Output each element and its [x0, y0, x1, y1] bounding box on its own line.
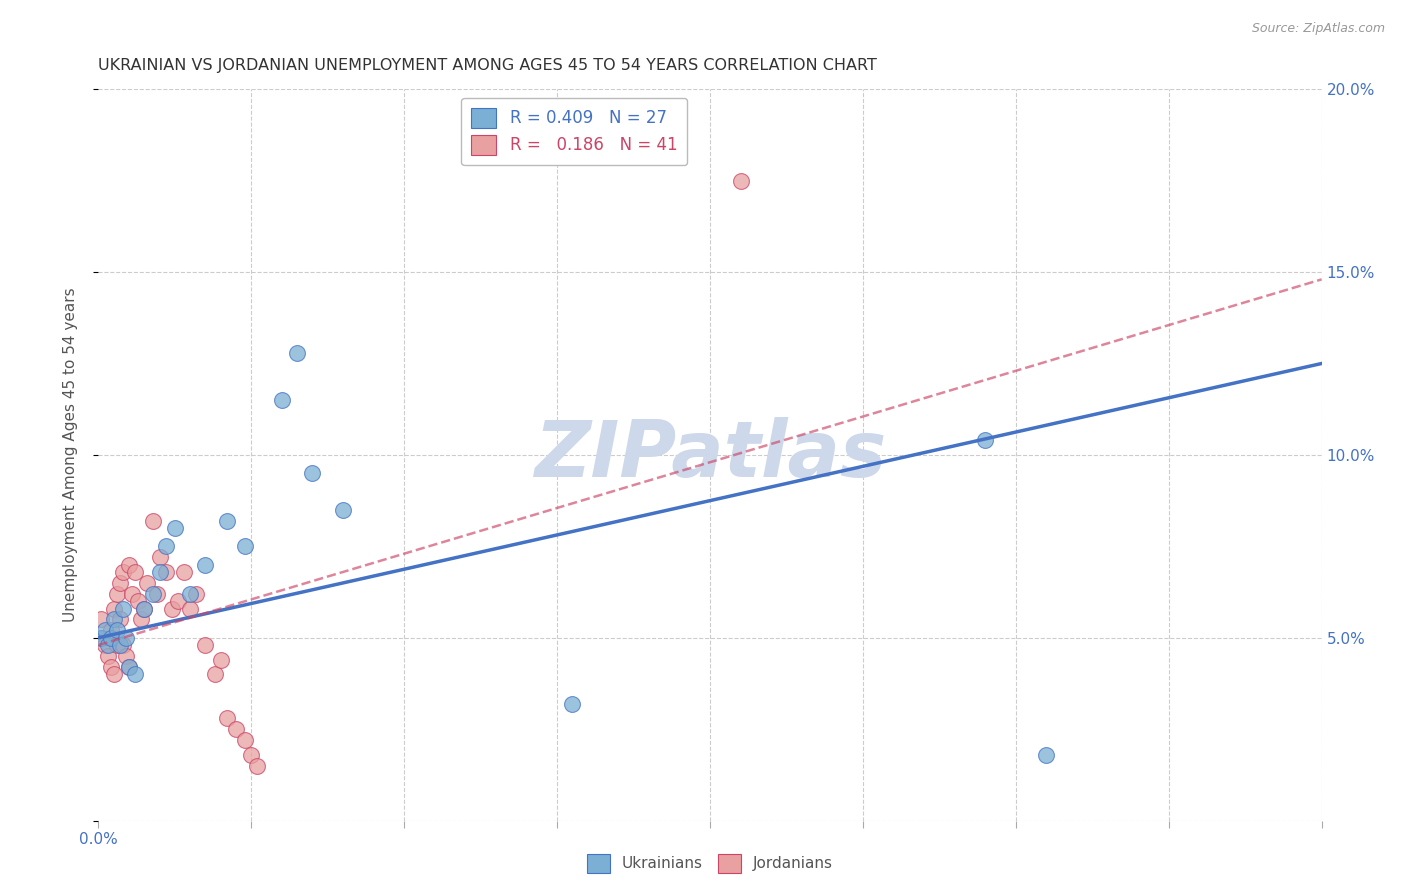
Point — [93, 624, 115, 638]
Point — [100, 631, 122, 645]
Point — [108, 613, 131, 627]
Point — [209, 653, 232, 667]
Point — [332, 502, 354, 516]
Point — [97, 638, 120, 652]
Point — [90, 631, 112, 645]
Point — [270, 392, 292, 407]
Point — [974, 434, 997, 448]
Point — [730, 174, 752, 188]
Point — [100, 624, 122, 638]
Point — [100, 660, 122, 674]
Point — [111, 565, 134, 579]
Y-axis label: Unemployment Among Ages 45 to 54 years: Unemployment Among Ages 45 to 54 years — [63, 287, 77, 623]
Point — [561, 697, 583, 711]
Point — [118, 558, 141, 572]
Point — [115, 649, 138, 664]
Point — [233, 733, 256, 747]
Point — [124, 565, 146, 579]
Point — [93, 638, 115, 652]
Point — [179, 587, 201, 601]
Point — [149, 550, 172, 565]
Point — [115, 631, 138, 645]
Point — [167, 594, 190, 608]
Point — [160, 601, 183, 615]
Point — [142, 587, 165, 601]
Point — [121, 587, 143, 601]
Legend: Ukrainians, Jordanians: Ukrainians, Jordanians — [581, 848, 839, 879]
Point — [136, 576, 159, 591]
Point — [145, 587, 167, 601]
Point — [127, 594, 149, 608]
Point — [155, 539, 177, 553]
Point — [134, 601, 156, 615]
Point — [285, 345, 308, 359]
Point — [204, 667, 226, 681]
Point — [134, 601, 156, 615]
Point — [142, 514, 165, 528]
Point — [105, 638, 128, 652]
Point — [108, 576, 131, 591]
Point — [240, 747, 263, 762]
Point — [155, 565, 177, 579]
Point — [103, 601, 125, 615]
Text: Source: ZipAtlas.com: Source: ZipAtlas.com — [1251, 22, 1385, 36]
Point — [246, 758, 269, 772]
Point — [105, 587, 128, 601]
Point — [215, 711, 238, 725]
Point — [1035, 747, 1057, 762]
Point — [111, 638, 134, 652]
Point — [111, 601, 134, 615]
Point — [163, 521, 186, 535]
Point — [90, 631, 112, 645]
Point — [173, 565, 195, 579]
Point — [194, 638, 217, 652]
Point — [149, 565, 172, 579]
Point — [108, 638, 131, 652]
Text: ZIPatlas: ZIPatlas — [534, 417, 886, 493]
Point — [194, 558, 217, 572]
Point — [118, 660, 141, 674]
Point — [179, 601, 201, 615]
Point — [90, 613, 112, 627]
Point — [105, 624, 128, 638]
Point — [129, 613, 152, 627]
Point — [103, 667, 125, 681]
Point — [233, 539, 256, 553]
Point — [215, 514, 238, 528]
Point — [225, 723, 247, 737]
Point — [118, 660, 141, 674]
Text: UKRAINIAN VS JORDANIAN UNEMPLOYMENT AMONG AGES 45 TO 54 YEARS CORRELATION CHART: UKRAINIAN VS JORDANIAN UNEMPLOYMENT AMON… — [98, 58, 877, 73]
Point — [301, 466, 323, 480]
Point — [124, 667, 146, 681]
Point — [103, 613, 125, 627]
Point — [97, 649, 120, 664]
Point — [186, 587, 208, 601]
